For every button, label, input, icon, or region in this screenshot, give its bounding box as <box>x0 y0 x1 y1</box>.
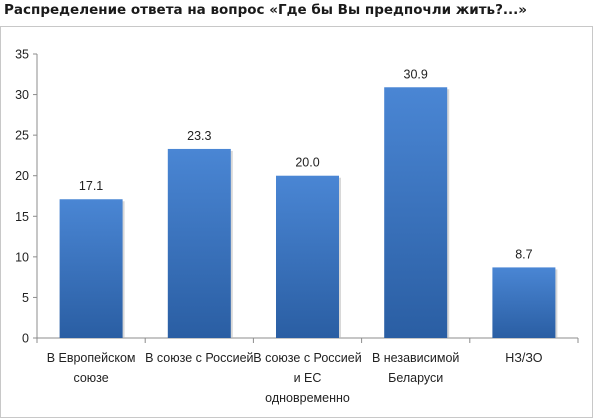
y-tick-label: 25 <box>15 129 29 143</box>
category-label: В независимой <box>372 351 459 365</box>
category-label: союзе <box>73 371 108 385</box>
category-label: В союзе с Россией <box>145 351 253 365</box>
bar <box>384 87 448 338</box>
data-label: 17.1 <box>79 179 103 193</box>
y-tick-label: 10 <box>15 250 29 264</box>
data-label: 20.0 <box>295 156 319 170</box>
bar <box>167 148 231 338</box>
y-tick-label: 15 <box>15 210 29 224</box>
y-tick-label: 20 <box>15 169 29 183</box>
category-label: В союзе с Россией <box>253 351 361 365</box>
category-label: одновременно <box>265 391 350 405</box>
bar <box>492 267 556 338</box>
category-label: Беларуси <box>388 371 443 385</box>
bar <box>276 175 339 338</box>
data-label: 8.7 <box>515 247 532 261</box>
category-label: и ЕС <box>294 371 322 385</box>
category-label: НЗ/ЗО <box>505 351 542 365</box>
category-label: В Европейском <box>47 351 136 365</box>
y-tick-label: 35 <box>15 48 29 62</box>
data-label: 30.9 <box>404 67 428 81</box>
chart-title: Распределение ответа на вопрос «Где бы В… <box>4 2 528 18</box>
bar <box>59 199 123 338</box>
y-tick-label: 30 <box>15 88 29 102</box>
y-tick-label: 0 <box>22 332 29 346</box>
chart-frame <box>0 26 593 418</box>
y-tick-label: 5 <box>22 291 29 305</box>
data-label: 23.3 <box>187 129 211 143</box>
